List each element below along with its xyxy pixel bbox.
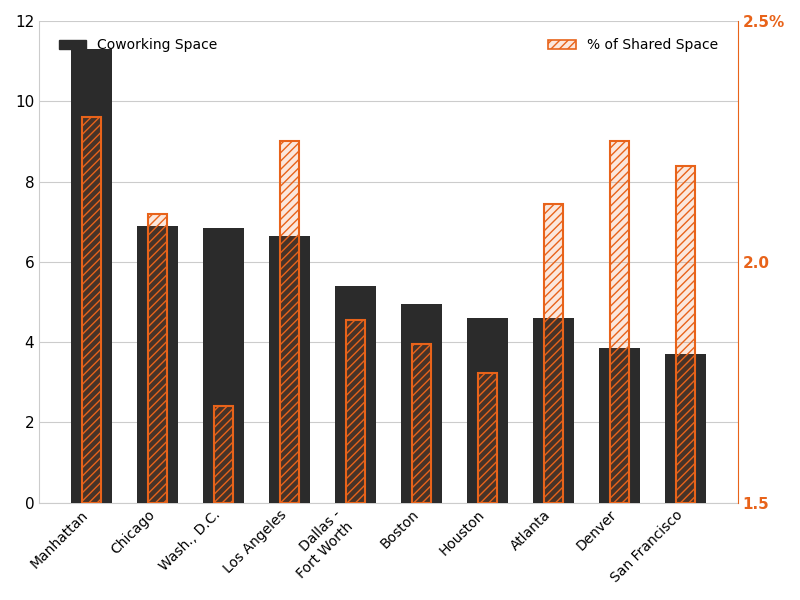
Bar <box>346 320 365 503</box>
Bar <box>610 142 629 503</box>
Bar <box>533 318 574 503</box>
Bar <box>269 236 310 503</box>
Bar <box>467 318 508 503</box>
Bar <box>280 142 298 503</box>
Bar <box>203 228 244 503</box>
Bar <box>677 166 695 503</box>
Bar <box>665 354 706 503</box>
Bar <box>82 118 101 503</box>
Legend: Coworking Space: Coworking Space <box>53 33 223 58</box>
Bar <box>214 406 233 503</box>
Bar <box>401 304 442 503</box>
Bar <box>478 373 497 503</box>
Bar <box>544 204 563 503</box>
Bar <box>71 49 112 503</box>
Bar <box>137 226 178 503</box>
Bar <box>148 214 166 503</box>
Bar <box>412 344 430 503</box>
Legend: % of Shared Space: % of Shared Space <box>543 33 724 58</box>
Bar <box>335 286 376 503</box>
Bar <box>599 348 640 503</box>
